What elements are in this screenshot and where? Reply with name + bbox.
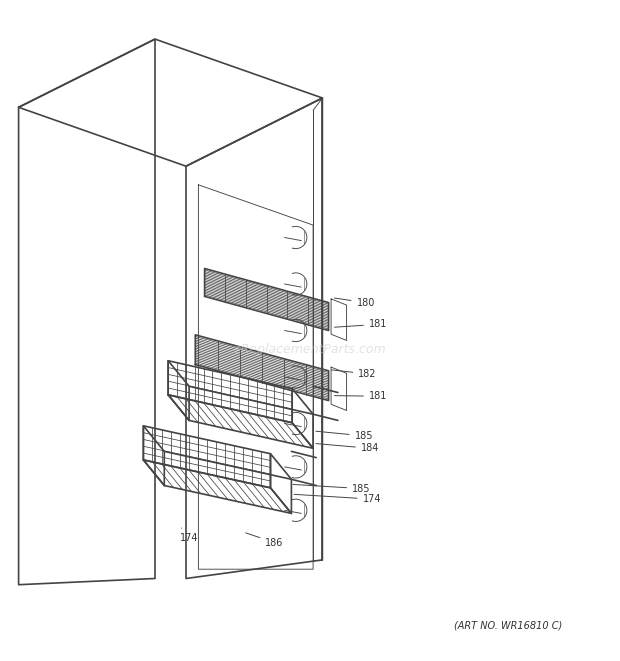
Text: (ART NO. WR16810 C): (ART NO. WR16810 C) [454,620,562,630]
Text: 180: 180 [334,297,375,307]
Text: 185: 185 [293,484,371,494]
Text: 182: 182 [331,369,377,379]
Text: 174: 174 [294,494,381,504]
Text: 181: 181 [334,319,388,329]
Text: eReplacementParts.com: eReplacementParts.com [234,342,386,356]
Text: 174: 174 [180,528,198,543]
Text: 181: 181 [334,391,388,401]
Text: 185: 185 [316,431,373,441]
Text: 184: 184 [316,444,379,453]
Text: 186: 186 [246,533,284,547]
